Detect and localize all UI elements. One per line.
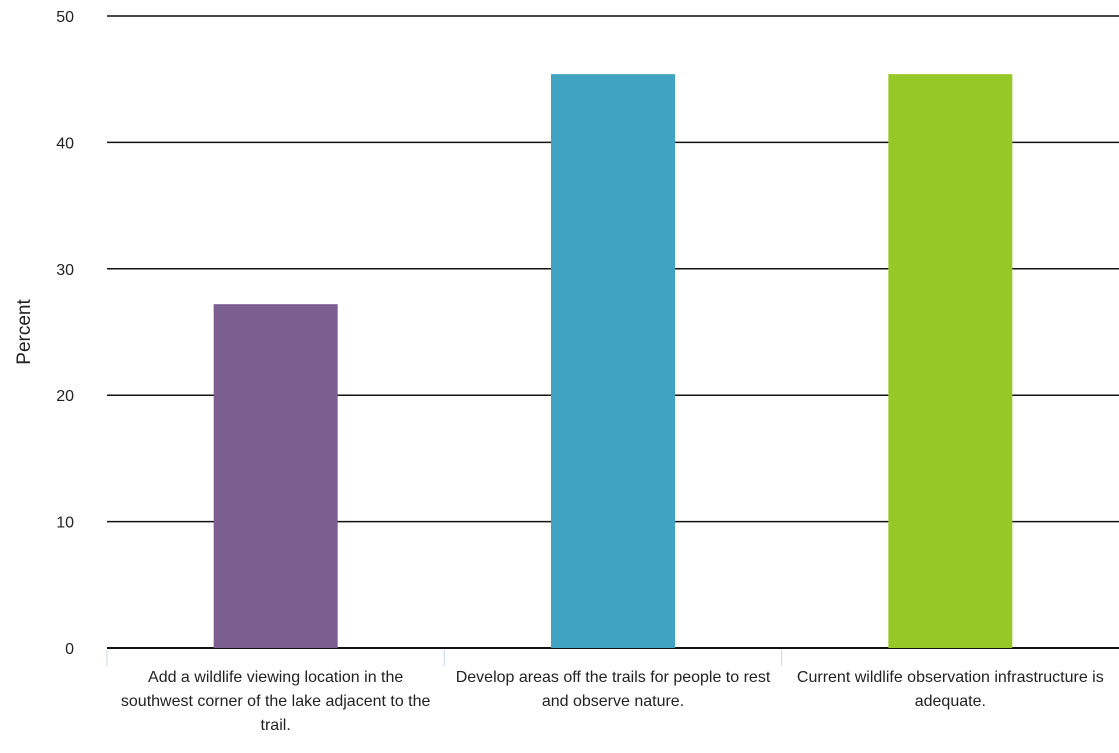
y-tick-label: 50 [56,9,74,26]
y-axis-title: Percent [14,299,35,365]
y-tick-label: 40 [56,135,74,152]
y-tick-label: 20 [56,388,74,405]
x-category-label: Current wildlife observation infrastruct… [796,669,1104,710]
y-tick-label: 30 [56,262,74,279]
bar [888,74,1013,649]
x-category-label: Add a wildlife viewing location in the s… [120,669,431,734]
y-tick-label: 0 [65,641,74,658]
bar [551,74,675,649]
y-tick-label: 10 [56,515,74,532]
bar [213,304,338,648]
x-category-label: Develop areas off the trails for people … [455,669,771,710]
